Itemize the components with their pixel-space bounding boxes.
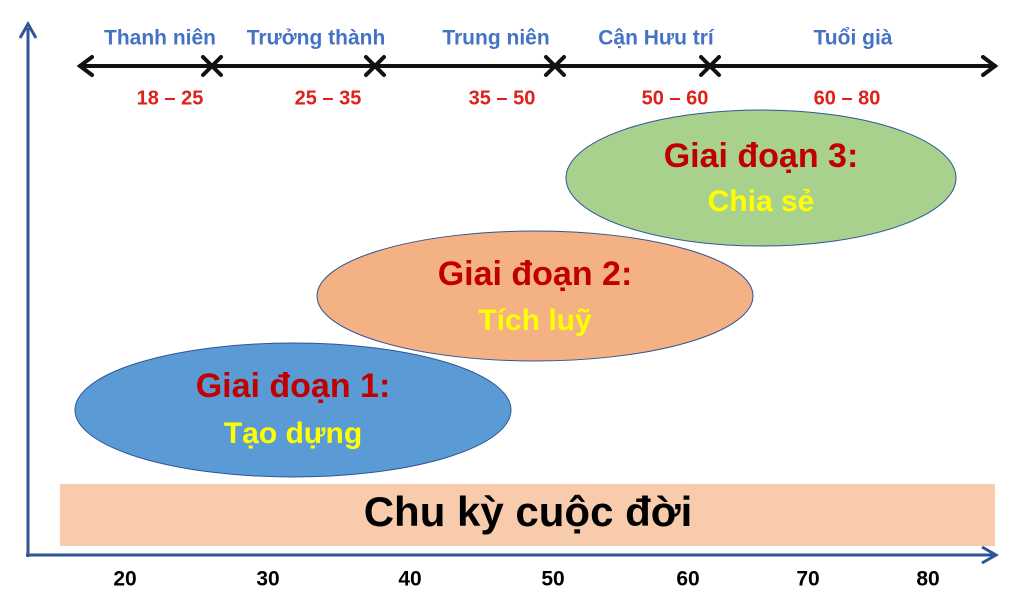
axis-label: 30 <box>256 568 279 591</box>
banner <box>60 484 995 546</box>
axis-label: 20 <box>113 568 136 591</box>
phase-title: Giai đoạn 3: <box>664 137 859 175</box>
stage-name: Trưởng thành <box>247 27 386 50</box>
stage-range: 25 – 35 <box>295 87 362 109</box>
axis-label: 40 <box>398 568 421 591</box>
phase-subtitle: Tạo dựng <box>224 417 362 450</box>
phase-title: Giai đoạn 1: <box>196 367 391 405</box>
axis-label: 80 <box>916 568 939 591</box>
stage-name: Tuổi già <box>814 27 893 50</box>
axis-label: 70 <box>796 568 819 591</box>
phase-ellipse <box>74 342 512 478</box>
stage-range: 18 – 25 <box>137 87 204 109</box>
timeline <box>76 55 999 77</box>
stage-range: 35 – 50 <box>469 87 536 109</box>
phase-subtitle: Tích luỹ <box>478 304 592 337</box>
stage-name: Trung niên <box>442 27 549 50</box>
axis-label: 50 <box>541 568 564 591</box>
phase-title: Giai đoạn 2: <box>438 255 633 293</box>
stage-range: 50 – 60 <box>642 87 709 109</box>
stage-name: Thanh niên <box>104 27 216 50</box>
axis-label: 60 <box>676 568 699 591</box>
stage-name: Cận Hưu trí <box>598 27 715 50</box>
axes <box>18 20 1000 565</box>
banner-text: Chu kỳ cuộc đời <box>364 488 693 535</box>
phase-subtitle: Chia sẻ <box>708 185 815 218</box>
stage-range: 60 – 80 <box>814 87 881 109</box>
phase-ellipse <box>316 230 754 362</box>
phase-ellipse <box>565 109 957 247</box>
